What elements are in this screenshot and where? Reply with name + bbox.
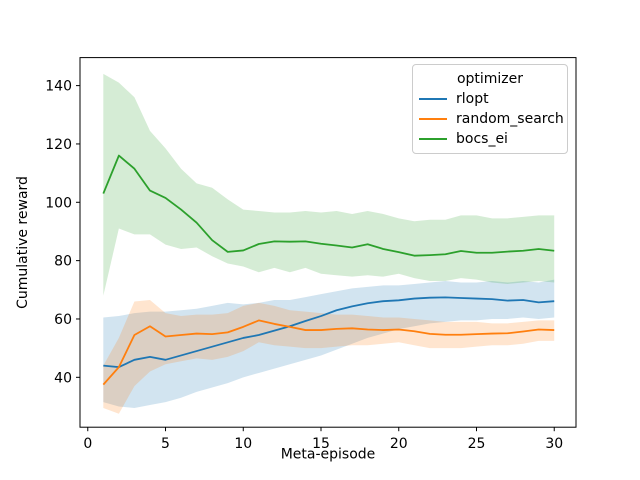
x-axis-label: Meta-episode [281,447,376,463]
y-tick-label: 120 [45,137,72,153]
x-tick-label: 10 [234,436,252,452]
x-tick-label: 0 [83,436,92,452]
axes-spines [79,57,577,428]
series-line-bocs_ei [102,154,555,257]
confidence-band-bocs_ei [103,73,555,296]
x-tick-label: 20 [390,436,408,452]
legend-entry: bocs_ei [413,129,567,149]
x-tick-label: 5 [161,436,170,452]
y-axis-label: Cumulative reward [15,176,31,309]
y-tick-label: 60 [54,312,72,328]
y-tick-label: 100 [45,195,72,211]
y-tick-label: 40 [54,370,72,386]
legend: optimizer rlopt random_search bocs_ei [412,64,568,154]
legend-label-random-search: random_search [456,111,564,127]
legend-label-bocs-ei: bocs_ei [456,131,508,147]
legend-title: optimizer [456,71,524,87]
legend-line-swatch-bocs-ei [419,138,447,140]
legend-entry: random_search [413,109,567,129]
x-tick-label: 30 [545,436,563,452]
series-line-random_search [102,319,555,386]
confidence-band-rlopt [103,279,555,408]
x-tick-label: 25 [468,436,486,452]
y-tick-label: 80 [54,254,72,270]
legend-line-swatch-rlopt [419,98,447,100]
y-tick-label: 140 [45,79,72,95]
confidence-band-random_search [103,300,555,414]
legend-entry: rlopt [413,89,567,109]
legend-label-rlopt: rlopt [456,91,489,107]
x-tick-label: 15 [312,436,330,452]
series-line-rlopt [103,296,555,369]
legend-line-swatch-random-search [419,118,447,120]
